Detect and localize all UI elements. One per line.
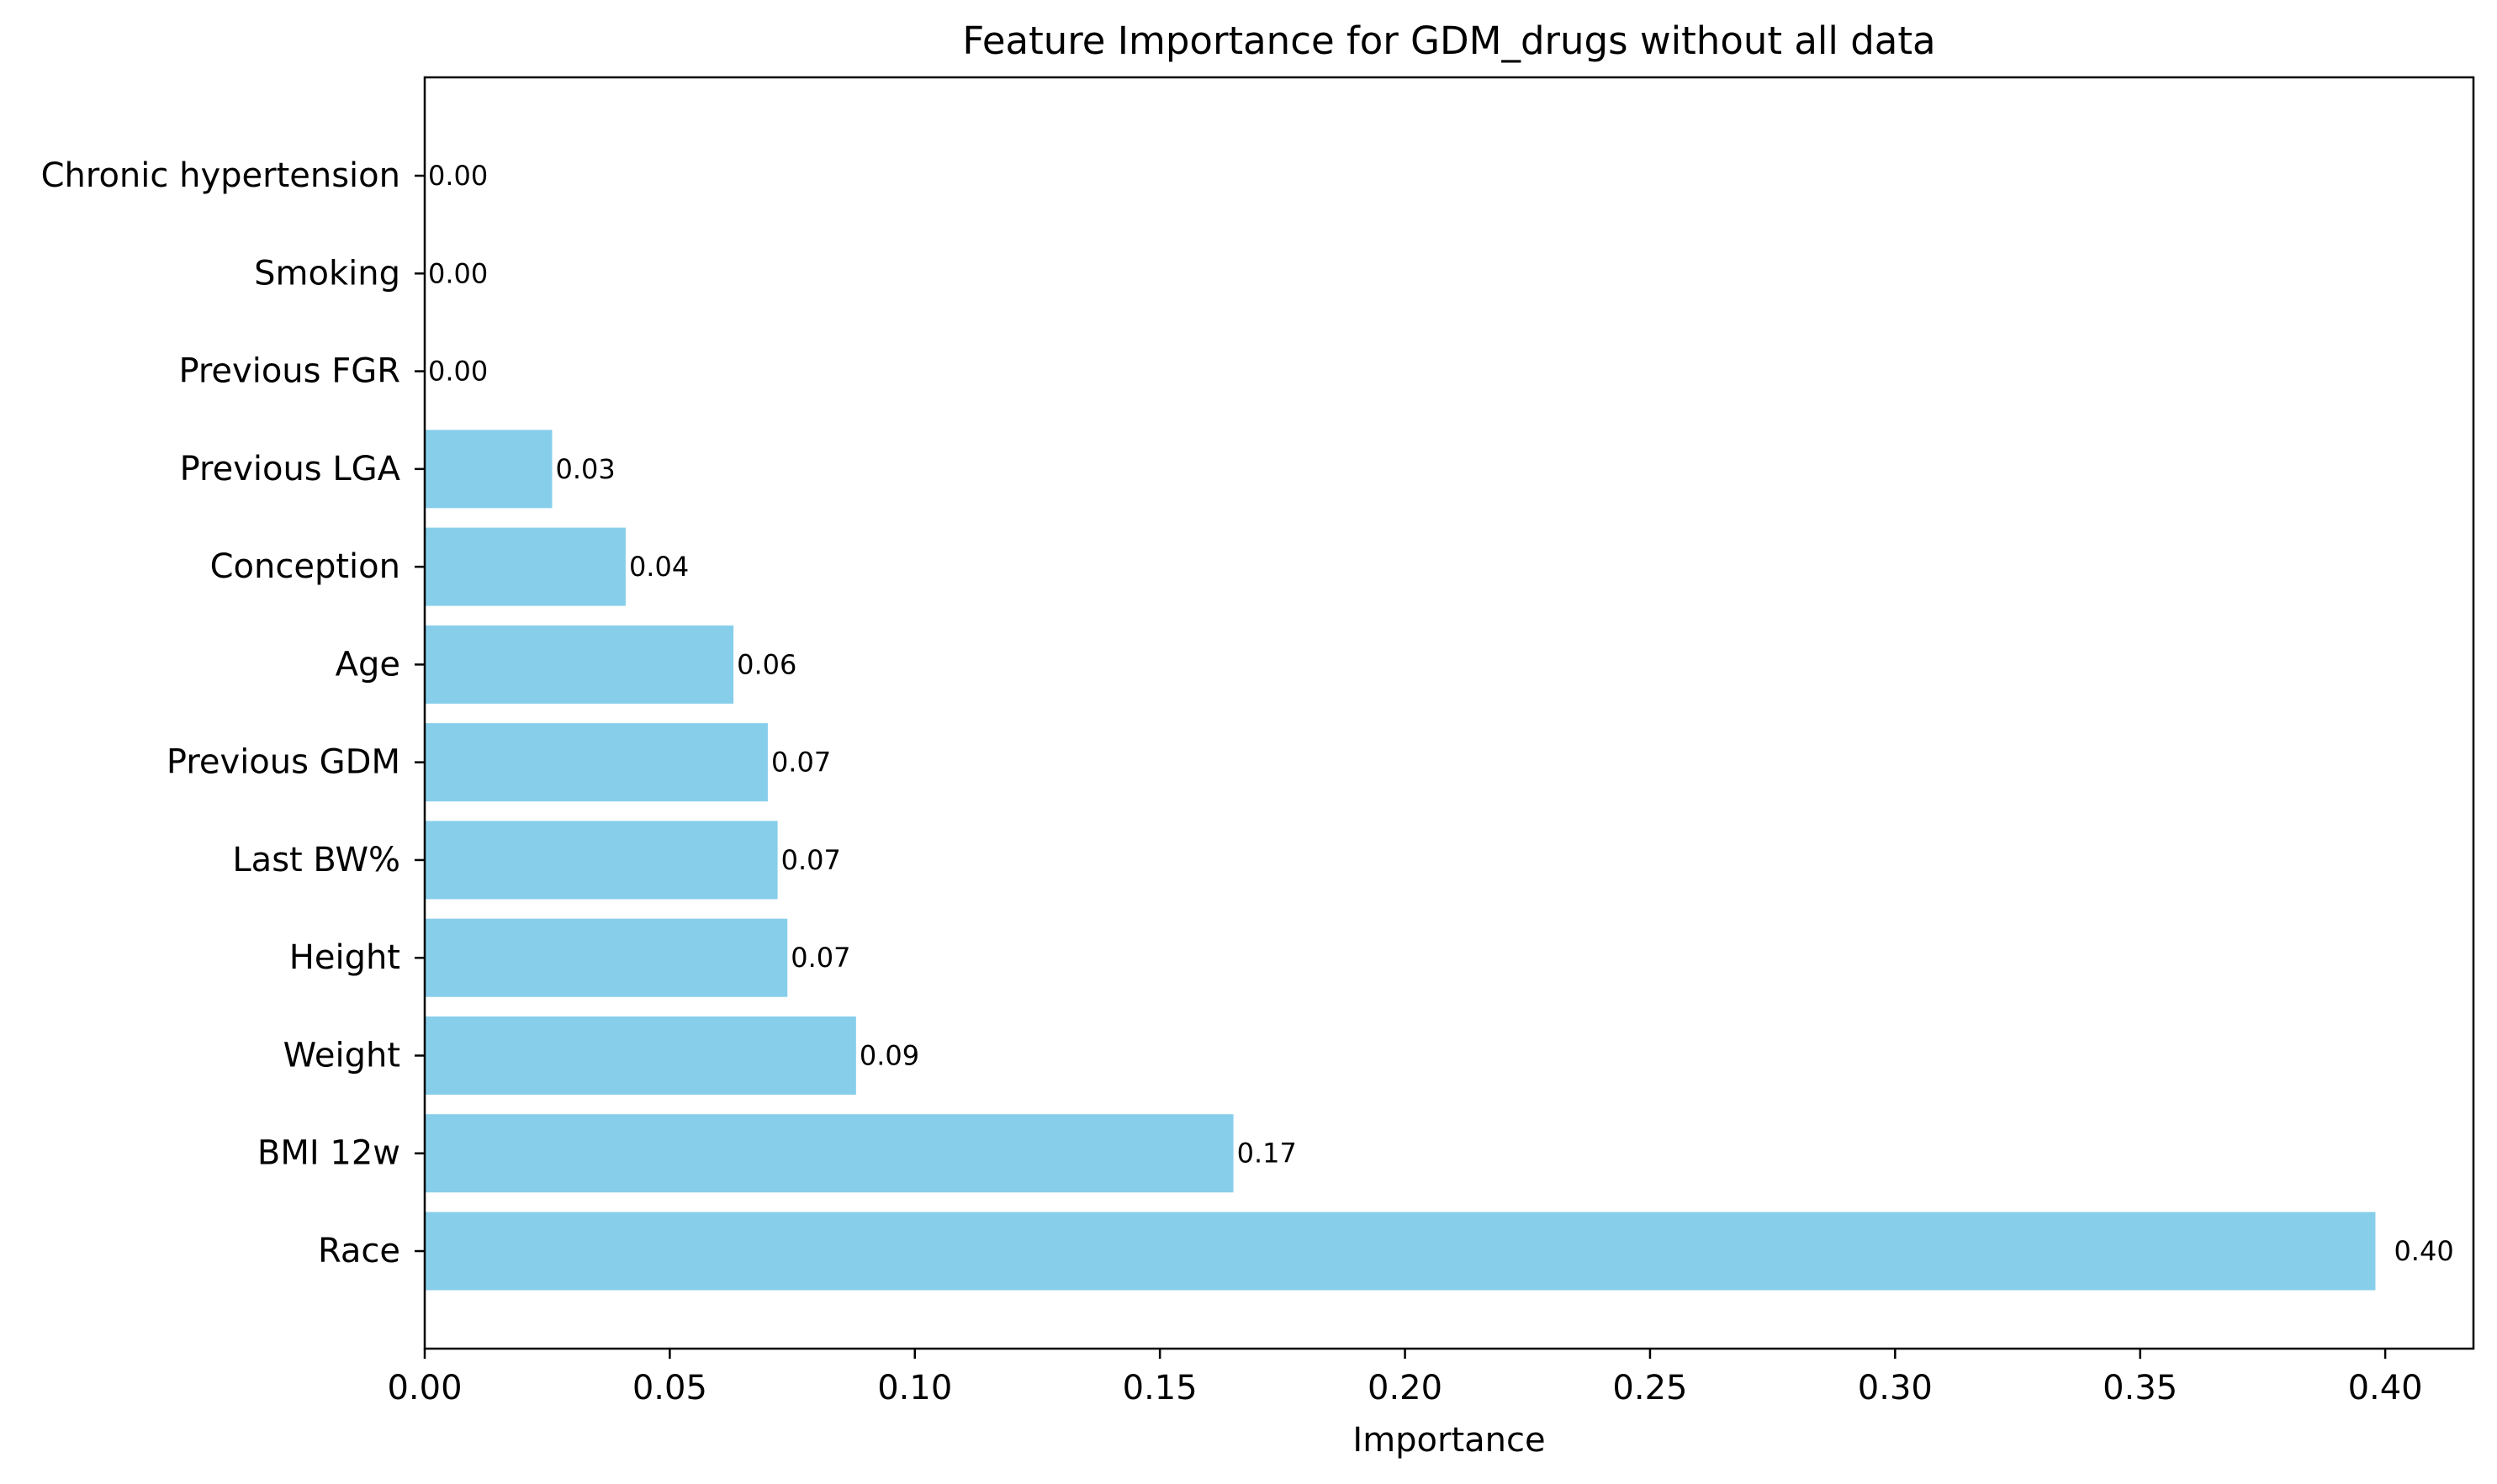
- data-labels-layer: 0.40 0.17 0.09 0.07 0.07 0.07 0.06 0.04 0.03 0.00…: [428, 160, 2454, 1267]
- data-label-age: 0.06: [737, 648, 796, 680]
- data-label-chronic-hypertension: 0.00: [428, 160, 488, 192]
- data-label-bmi-12w: 0.17: [1237, 1138, 1297, 1170]
- y-tick-label-previous-gdm: Previous GDM: [167, 743, 400, 782]
- plot-frame: [423, 76, 2475, 1350]
- bar-conception: [425, 527, 626, 606]
- y-axis: Race BMI 12w Weight Height Last BW% Previous …: [41, 156, 425, 1270]
- bar-height: [425, 918, 788, 997]
- y-tick-label-conception: Conception: [210, 547, 400, 586]
- bar-bmi-12w: [425, 1114, 1234, 1193]
- y-tick-label-chronic-hypertension: Chronic hypertension: [41, 156, 400, 195]
- bar-last-bw: [425, 821, 778, 900]
- y-tick-label-last-bw: Last BW%: [232, 841, 400, 879]
- chart-title: Feature Importance for GDM_drugs without…: [962, 18, 1935, 63]
- data-label-weight: 0.09: [860, 1039, 919, 1071]
- bar-weight: [425, 1016, 856, 1095]
- data-label-previous-lga: 0.03: [556, 453, 616, 485]
- y-tick-label-previous-lga: Previous LGA: [180, 450, 401, 489]
- data-label-last-bw: 0.07: [781, 844, 841, 876]
- data-label-previous-fgr: 0.00: [428, 356, 488, 388]
- x-tick-label-0-35: 0.35: [2103, 1369, 2177, 1407]
- x-tick-label-0-40: 0.40: [2348, 1369, 2423, 1407]
- x-tick-label-0-20: 0.20: [1368, 1369, 1442, 1407]
- y-tick-label-height: Height: [289, 938, 400, 977]
- x-tick-label-0-10: 0.10: [877, 1369, 952, 1407]
- y-tick-label-race: Race: [318, 1232, 400, 1270]
- x-tick-label-0-25: 0.25: [1612, 1369, 1687, 1407]
- bar-age: [425, 625, 734, 704]
- bar-previous-lga: [425, 430, 553, 509]
- data-label-height: 0.07: [791, 942, 850, 974]
- y-tick-label-previous-fgr: Previous FGR: [178, 352, 400, 391]
- data-label-smoking: 0.00: [428, 257, 488, 289]
- x-tick-label-0-30: 0.30: [1858, 1369, 1933, 1407]
- y-tick-label-weight: Weight: [283, 1036, 400, 1075]
- x-axis-label: Importance: [1352, 1421, 1545, 1460]
- x-tick-label-0-15: 0.15: [1123, 1369, 1198, 1407]
- x-axis: 0.00 0.05 0.10 0.15 0.20 0.25 0.30 0.35 0.40: [387, 1349, 2423, 1407]
- y-tick-label-bmi-12w: BMI 12w: [257, 1134, 400, 1173]
- y-tick-label-age: Age: [336, 645, 400, 684]
- x-tick-label-0-00: 0.00: [387, 1369, 462, 1407]
- y-tick-label-smoking: Smoking: [254, 254, 400, 293]
- x-tick-label-0-05: 0.05: [632, 1369, 707, 1407]
- bar-race: [425, 1212, 2376, 1291]
- data-label-conception: 0.04: [629, 551, 689, 583]
- data-label-race: 0.40: [2394, 1235, 2453, 1267]
- data-label-previous-gdm: 0.07: [771, 747, 831, 779]
- bars-layer: [425, 430, 2376, 1291]
- bar-previous-gdm: [425, 723, 768, 802]
